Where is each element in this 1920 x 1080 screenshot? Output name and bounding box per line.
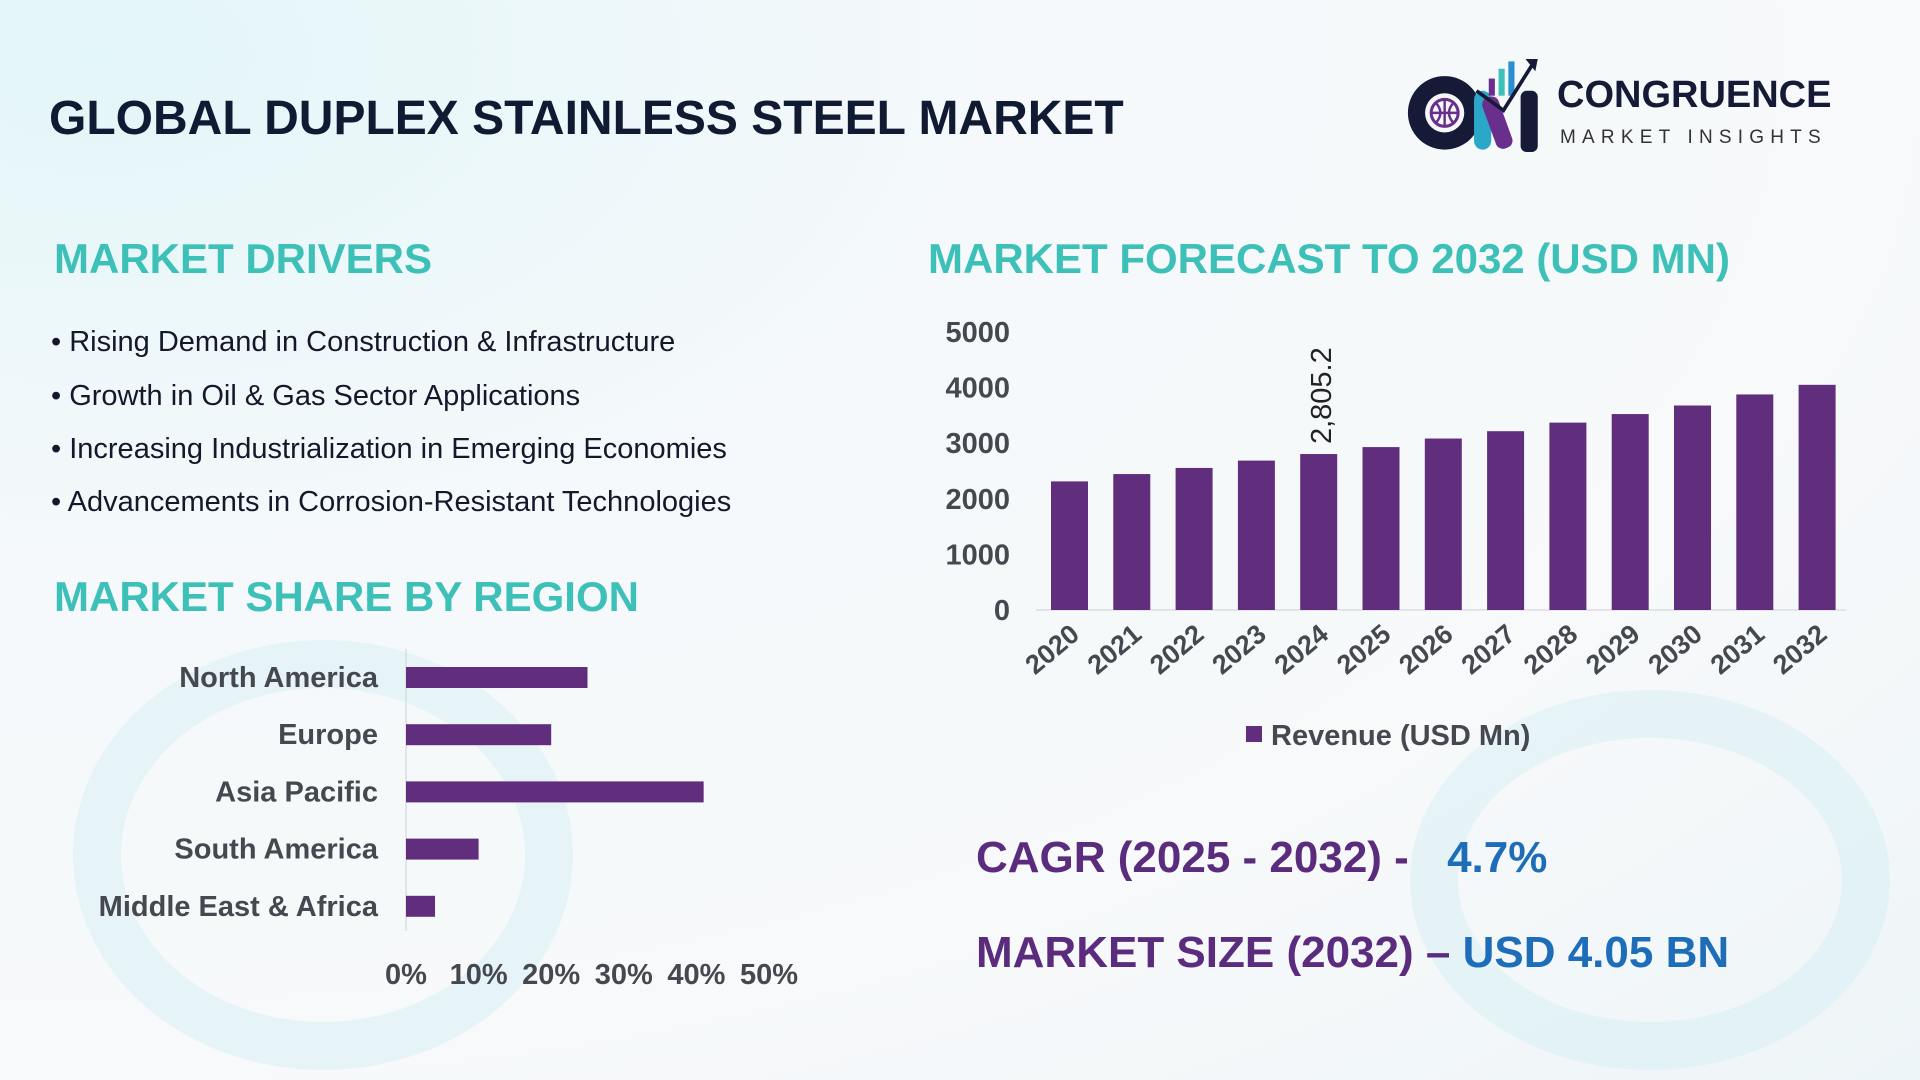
category-label: North America bbox=[179, 662, 379, 694]
logo-name: CONGRUENCE bbox=[1557, 74, 1832, 116]
bar bbox=[406, 724, 552, 746]
bar bbox=[1487, 431, 1525, 610]
tick-label: 50% bbox=[740, 959, 798, 991]
tick-label: 40% bbox=[667, 959, 725, 991]
bar bbox=[1424, 438, 1462, 610]
drivers-heading: MARKET DRIVERS bbox=[54, 235, 433, 282]
legend-label: Revenue (USD Mn) bbox=[1271, 720, 1530, 752]
cagr-stat: CAGR (2025 - 2032) - 4.7% bbox=[976, 833, 1547, 883]
bar bbox=[406, 781, 704, 803]
category-label: 2032 bbox=[1767, 619, 1832, 681]
tick-label: 30% bbox=[595, 959, 653, 991]
driver-text: Growth in Oil & Gas Sector Applications bbox=[69, 380, 581, 412]
bar bbox=[1237, 460, 1275, 610]
forecast-chart: 0100020003000400050002020202120222023202… bbox=[945, 317, 1846, 752]
forecast-chart-title: MARKET FORECAST TO 2032 (USD MN) bbox=[928, 235, 1730, 282]
category-label: 2024 bbox=[1269, 619, 1334, 681]
page-title: GLOBAL DUPLEX STAINLESS STEEL MARKET bbox=[49, 92, 1124, 145]
tick-label: 3000 bbox=[945, 428, 1010, 460]
category-label: South America bbox=[174, 834, 378, 866]
region-chart-title: MARKET SHARE BY REGION bbox=[54, 573, 639, 620]
bar bbox=[1362, 447, 1400, 610]
category-label: Europe bbox=[278, 719, 378, 751]
bar bbox=[1113, 474, 1151, 610]
category-label: 2028 bbox=[1518, 619, 1583, 681]
bar bbox=[1175, 467, 1213, 610]
category-label: 2022 bbox=[1144, 619, 1209, 681]
driver-item: • Increasing Industrialization in Emergi… bbox=[51, 433, 727, 465]
driver-item: • Advancements in Corrosion-Resistant Te… bbox=[51, 486, 732, 518]
bar bbox=[406, 838, 479, 860]
bar bbox=[406, 667, 588, 688]
bar bbox=[1549, 422, 1587, 610]
driver-text: Rising Demand in Construction & Infrastr… bbox=[69, 326, 676, 358]
bar bbox=[1611, 414, 1649, 610]
category-label: Asia Pacific bbox=[215, 776, 378, 808]
market-size-stat: MARKET SIZE (2032) – USD 4.05 BN bbox=[976, 928, 1729, 978]
category-label: 2027 bbox=[1456, 619, 1521, 681]
driver-item: • Growth in Oil & Gas Sector Application… bbox=[51, 380, 581, 412]
category-label: 2031 bbox=[1705, 619, 1770, 681]
category-label: 2025 bbox=[1331, 619, 1396, 681]
data-label: 2,805.2 bbox=[1306, 347, 1338, 444]
cagr-label: CAGR (2025 - 2032) - bbox=[976, 833, 1409, 882]
market-size-label: MARKET SIZE (2032) – bbox=[976, 928, 1451, 977]
region-share-chart: North America Europe Asia Pacific South Ame… bbox=[99, 649, 798, 991]
category-label: Middle East & Africa bbox=[99, 891, 379, 923]
bar bbox=[1674, 405, 1711, 610]
bar bbox=[1736, 394, 1774, 610]
driver-text: Increasing Industrialization in Emerging… bbox=[69, 433, 727, 465]
tick-label: 4000 bbox=[945, 373, 1010, 405]
tick-label: 0% bbox=[385, 959, 427, 991]
tick-label: 2000 bbox=[945, 484, 1010, 516]
driver-item: • Rising Demand in Construction & Infras… bbox=[51, 326, 676, 358]
driver-text: Advancements in Corrosion-Resistant Tech… bbox=[67, 486, 732, 518]
tick-label: 20% bbox=[522, 959, 580, 991]
legend-swatch bbox=[1246, 726, 1262, 742]
logo-mark-icon bbox=[1407, 58, 1538, 153]
category-label: 2020 bbox=[1020, 619, 1085, 681]
category-label: 2023 bbox=[1206, 619, 1271, 681]
market-size-value: USD 4.05 BN bbox=[1462, 928, 1730, 977]
tick-label: 0 bbox=[994, 595, 1010, 627]
bar bbox=[406, 895, 436, 917]
category-label: 2021 bbox=[1082, 619, 1147, 681]
tick-label: 5000 bbox=[945, 317, 1010, 349]
category-label: 2030 bbox=[1643, 619, 1708, 681]
bar bbox=[1798, 384, 1836, 610]
bar bbox=[1300, 454, 1338, 610]
tick-label: 1000 bbox=[945, 539, 1010, 571]
bar bbox=[1051, 481, 1088, 610]
logo-tagline: MARKET INSIGHTS bbox=[1560, 127, 1827, 148]
cagr-value: 4.7% bbox=[1447, 833, 1548, 882]
category-label: 2029 bbox=[1580, 619, 1645, 681]
category-label: 2026 bbox=[1393, 619, 1458, 681]
tick-label: 10% bbox=[450, 959, 508, 991]
logo: CONGRUENCE MARKET INSIGHTS bbox=[1403, 54, 1868, 157]
